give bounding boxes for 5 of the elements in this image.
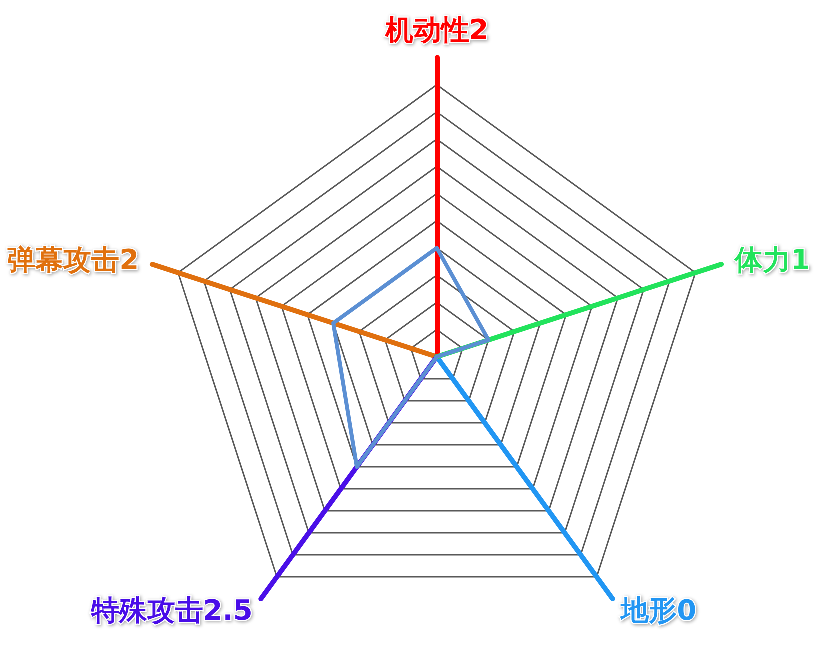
spoke-label: 体力1: [734, 244, 810, 277]
spoke-label: 弹幕攻击2: [8, 244, 140, 277]
spoke-label: 特殊攻击2.5: [90, 594, 253, 627]
spoke-label: 机动性2: [384, 13, 489, 46]
spoke-label: 地形0: [619, 594, 697, 627]
